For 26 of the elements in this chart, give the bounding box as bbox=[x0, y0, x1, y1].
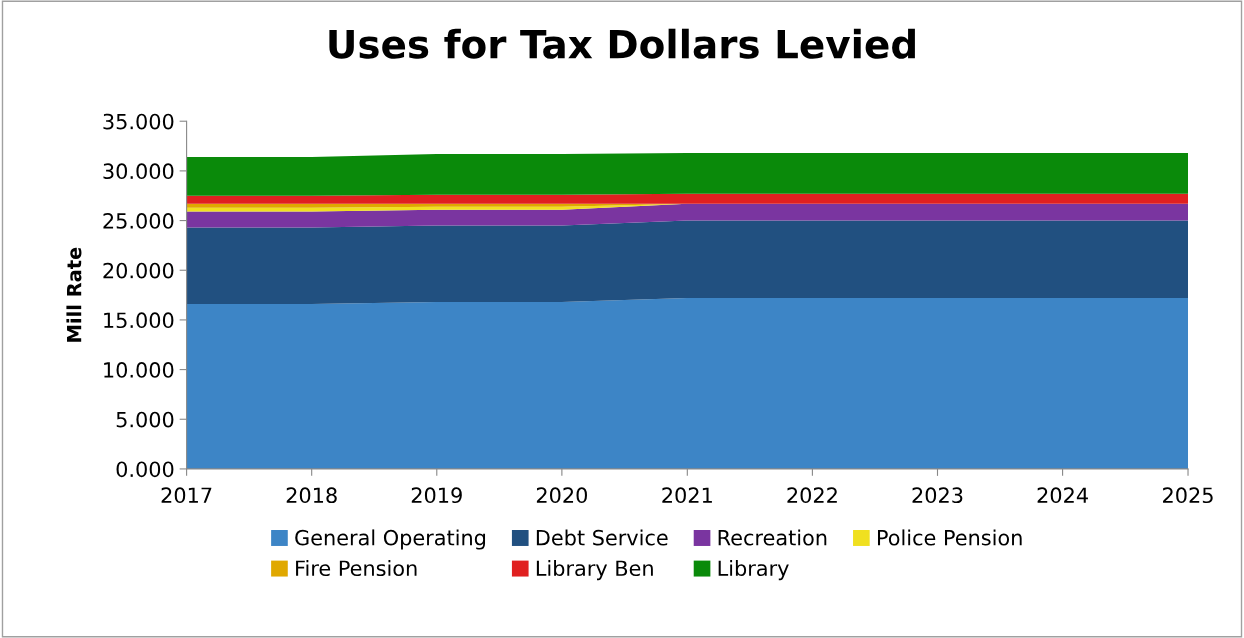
legend-label: Library Ben bbox=[536, 559, 653, 581]
x-tick-label: 2024 bbox=[1037, 487, 1088, 504]
chart-title: Uses for Tax Dollars Levied bbox=[329, 28, 915, 59]
legend-label: Recreation bbox=[718, 529, 827, 546]
x-tick-label: 2023 bbox=[912, 487, 963, 504]
legend-label: Debt Service bbox=[536, 529, 668, 546]
y-tick-label: 30.000 bbox=[103, 163, 174, 180]
x-tick-label: 2025 bbox=[1163, 487, 1213, 504]
x-tick-label: 2019 bbox=[411, 487, 462, 504]
x-tick-label: 2020 bbox=[536, 487, 587, 504]
legend-label: Library bbox=[718, 559, 789, 581]
x-tick-label: 2022 bbox=[787, 487, 837, 504]
y-tick-label: 10.000 bbox=[104, 362, 174, 378]
y-tick-label: 25.000 bbox=[103, 213, 174, 229]
y-tick-label: 20.000 bbox=[103, 262, 174, 279]
x-tick-label: 2018 bbox=[286, 487, 337, 504]
legend-label: Police Pension bbox=[877, 529, 1022, 546]
y-tick-label: 15.000 bbox=[104, 312, 174, 329]
y-tick-label: 35.000 bbox=[103, 113, 174, 130]
y-tick-label: 0.000 bbox=[116, 461, 174, 478]
y-tick-label: 5.000 bbox=[116, 411, 174, 428]
legend-label: Fire Pension bbox=[296, 559, 417, 577]
y-axis-title: Mill Rate bbox=[66, 247, 82, 342]
x-tick-label: 2017 bbox=[161, 487, 212, 504]
x-tick-label: 2021 bbox=[662, 487, 712, 504]
legend-label: General Operating bbox=[295, 529, 486, 550]
